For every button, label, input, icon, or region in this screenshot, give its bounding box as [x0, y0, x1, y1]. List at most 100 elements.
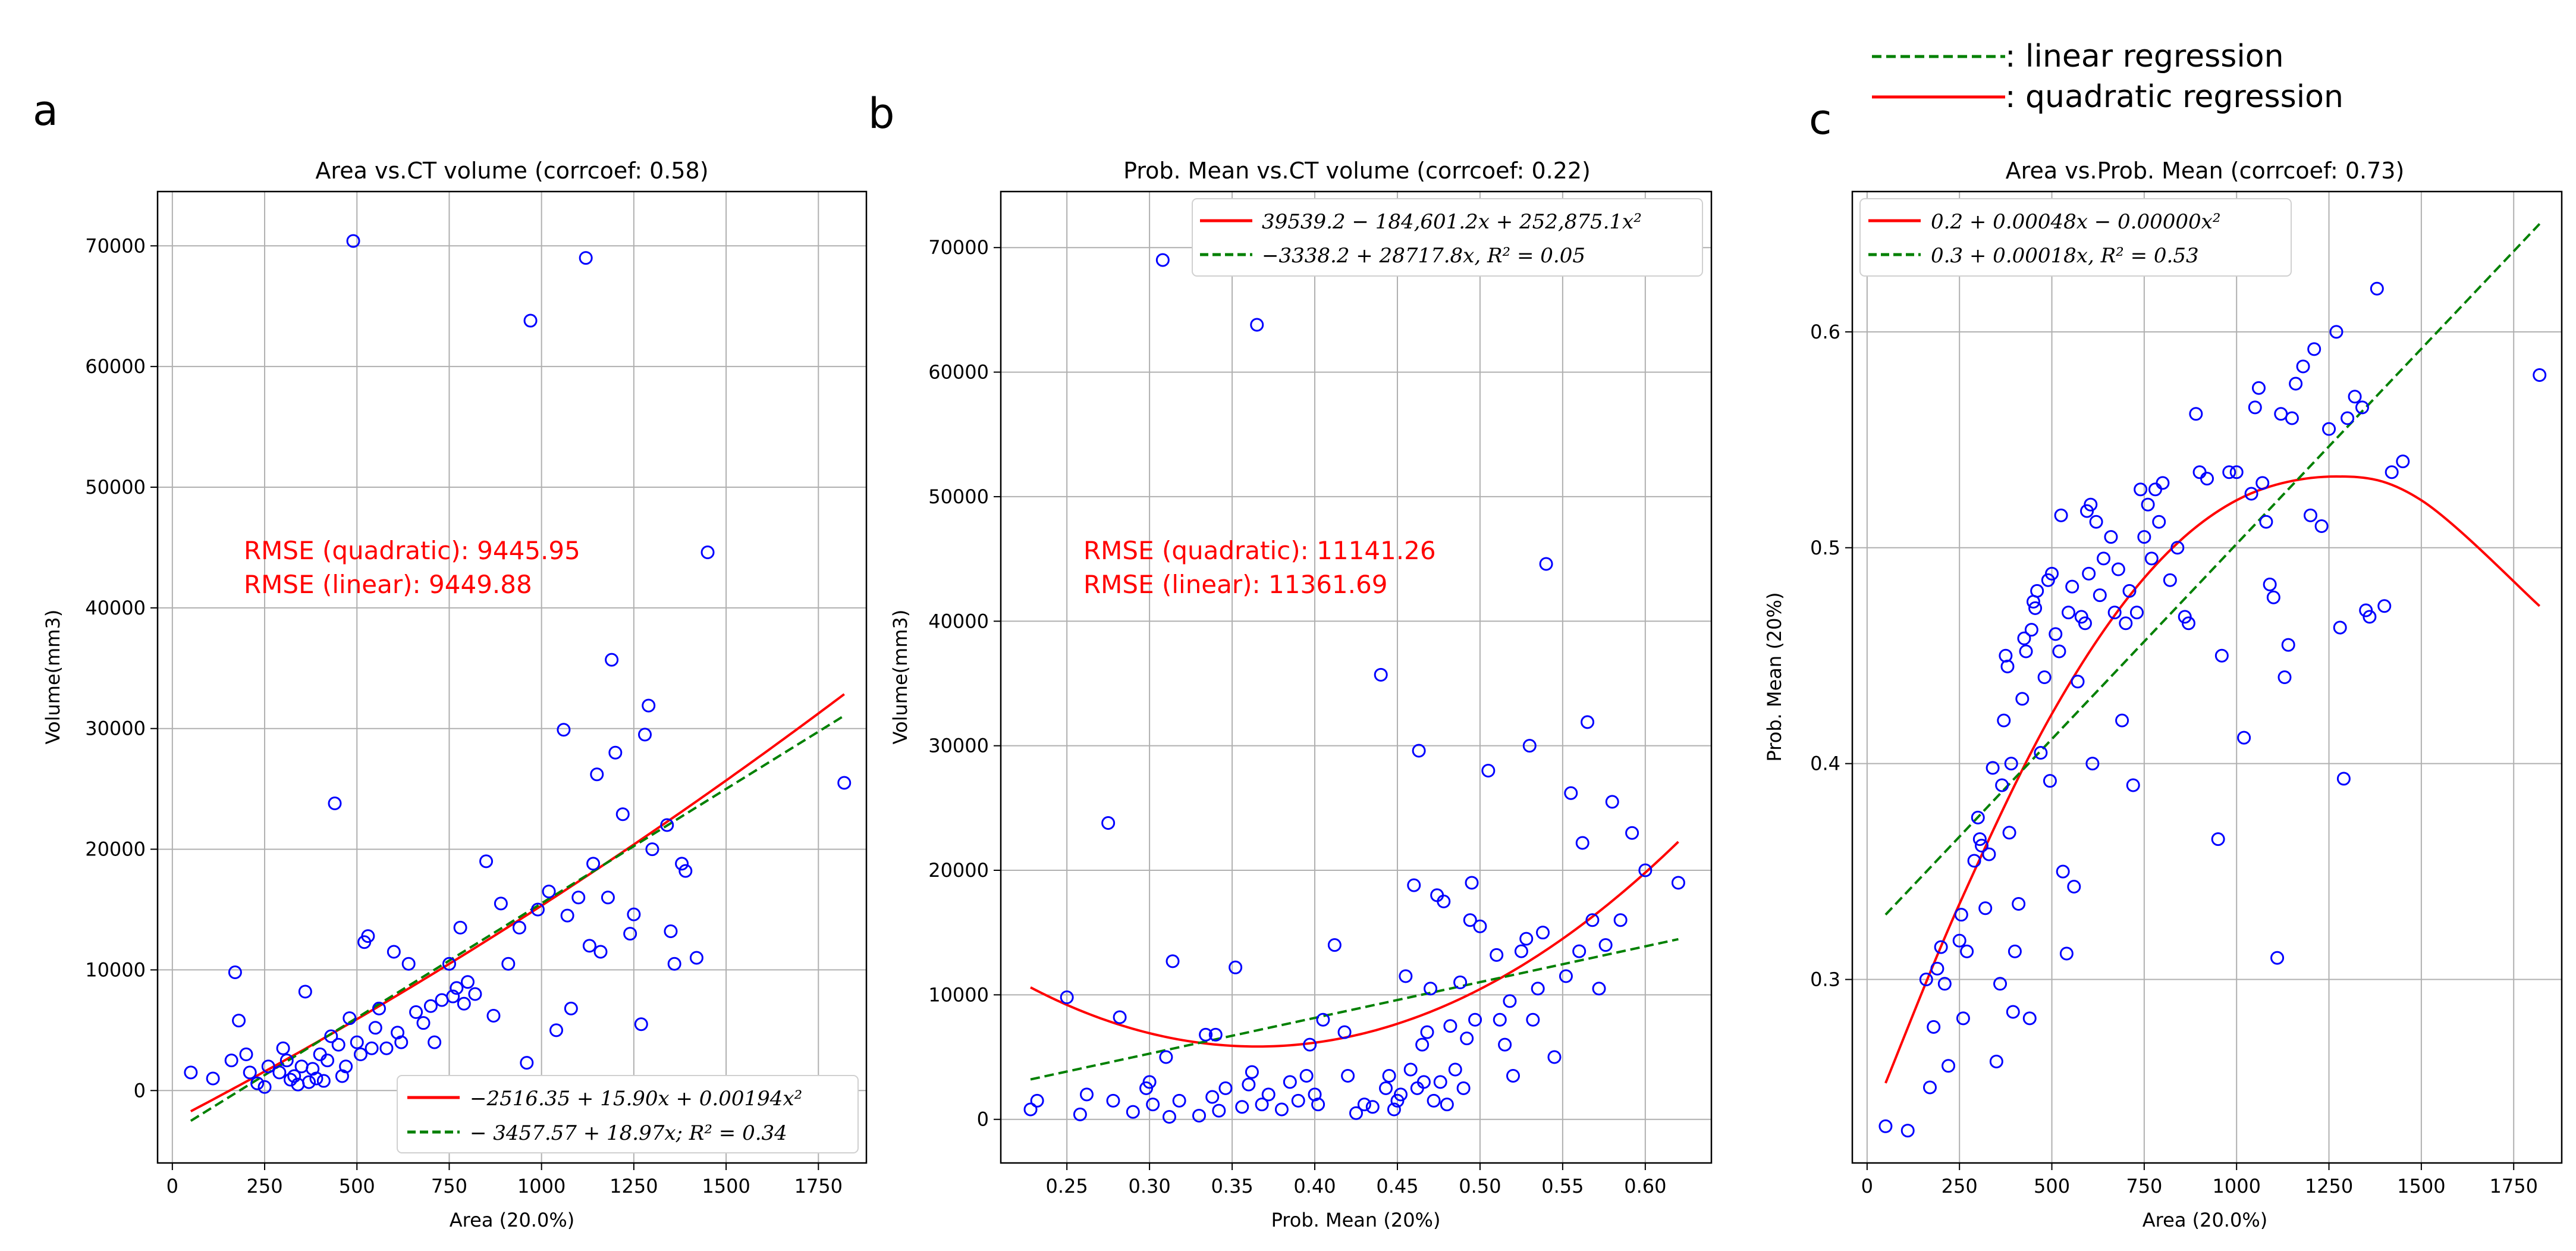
data-point: [1399, 969, 1413, 983]
data-point: [1374, 667, 1388, 682]
data-point: [2156, 476, 2170, 490]
data-point: [1159, 1050, 1173, 1064]
y-tick-label: 0.6: [1810, 321, 1840, 343]
data-point: [1995, 778, 2009, 792]
data-point: [2052, 644, 2066, 659]
data-point: [1514, 944, 1528, 958]
data-point: [700, 545, 715, 560]
data-point: [1605, 795, 1619, 809]
data-point: [689, 951, 703, 965]
y-tick-label: 40000: [85, 597, 146, 619]
data-point: [1453, 975, 1468, 989]
data-point: [1997, 713, 2011, 728]
y-tick-label: 70000: [928, 236, 989, 259]
data-point: [2049, 627, 2063, 641]
data-point: [2111, 562, 2125, 576]
panel-a-legend-linear-label: − 3457.57 + 18.97x; R² = 0.34: [470, 1121, 787, 1145]
data-point: [2104, 530, 2118, 544]
linear-fit-line: [1030, 938, 1679, 1081]
data-point: [2056, 864, 2070, 879]
data-point: [2022, 1011, 2037, 1026]
panel-c-yticks: 0.3 0.4 0.5 0.6: [1810, 321, 1852, 991]
panel-a-rmse-linear: RMSE (linear): 9449.88: [244, 570, 532, 599]
data-point: [2181, 616, 2195, 631]
data-point: [582, 939, 596, 953]
data-point: [2078, 616, 2092, 631]
panel-a-fits: [190, 693, 845, 1122]
data-point: [1106, 1093, 1120, 1108]
data-point: [494, 896, 508, 911]
data-point: [1415, 1037, 1430, 1052]
data-point: [1337, 1025, 1352, 1039]
data-point: [1261, 1087, 1276, 1102]
data-point: [343, 1011, 357, 1026]
x-tick-label: 0.30: [1128, 1175, 1170, 1197]
data-point: [2134, 482, 2148, 497]
data-point: [1291, 1093, 1305, 1108]
data-point: [409, 1005, 423, 1019]
data-point: [2071, 675, 2085, 689]
data-point: [206, 1071, 220, 1086]
data-point: [642, 698, 656, 713]
y-tick-label: 0.3: [1810, 968, 1840, 991]
panel-a-xticks: 0 250 500 750 1000 1250 1500 1750: [167, 1163, 843, 1197]
panel-a-legend: −2516.35 + 15.90x + 0.00194x² − 3457.57 …: [397, 1075, 859, 1153]
data-point: [453, 920, 467, 935]
data-point: [1172, 1093, 1186, 1108]
data-point: [2170, 541, 2185, 555]
data-point: [2006, 1005, 2020, 1019]
data-point: [1559, 969, 1573, 983]
panel-b-points: [1023, 253, 1685, 1124]
linear-fit-line: [190, 714, 845, 1122]
data-point: [1208, 1027, 1223, 1042]
data-point: [2281, 638, 2295, 652]
data-point: [1437, 894, 1451, 908]
linear-fit-line: [1884, 223, 2541, 916]
data-point: [328, 796, 342, 810]
data-point: [1162, 1110, 1176, 1124]
data-point: [1456, 1081, 1471, 1095]
data-point: [1937, 977, 1952, 991]
panel-b-frame: [1000, 190, 1713, 1164]
data-point: [1536, 926, 1550, 940]
panel-a-frame: [156, 190, 868, 1164]
y-tick-label: 50000: [85, 476, 146, 498]
data-point: [2270, 951, 2285, 965]
x-tick-label: 1500: [702, 1175, 750, 1197]
data-point: [331, 1037, 345, 1052]
data-point: [675, 857, 689, 871]
data-point: [2065, 579, 2079, 594]
panel-a: a Area vs.CT volume (corrcoef: 0.58) 0 25…: [33, 86, 868, 1231]
panel-b: b Prob. Mean vs.CT volume (corrcoef: 0.2…: [868, 89, 1713, 1231]
data-point: [457, 996, 471, 1011]
panel-c-legend-linear-label: 0.3 + 0.00018x, R² = 0.53: [1931, 244, 2199, 268]
x-tick-label: 500: [339, 1175, 375, 1197]
data-point: [1575, 836, 1589, 850]
data-point: [423, 999, 438, 1013]
data-point: [2214, 648, 2229, 663]
data-point: [1519, 932, 1534, 946]
data-point: [2067, 880, 2081, 894]
data-point: [184, 1065, 198, 1080]
data-point: [2082, 566, 2096, 581]
data-point: [1954, 908, 1968, 922]
data-point: [634, 1017, 648, 1031]
data-point: [667, 957, 681, 971]
data-point: [1443, 1019, 1457, 1033]
data-point: [523, 313, 538, 328]
x-tick-label: 0.55: [1541, 1175, 1584, 1197]
data-point: [2200, 472, 2214, 486]
data-point: [1522, 739, 1537, 753]
data-point: [2012, 897, 2026, 911]
panel-c-grid: [1852, 192, 2562, 1163]
x-tick-label: 750: [2126, 1175, 2162, 1197]
data-point: [1245, 1065, 1259, 1079]
data-point: [2000, 659, 2015, 673]
data-point: [2093, 588, 2107, 603]
data-point: [2126, 778, 2140, 792]
x-tick-label: 0.60: [1624, 1175, 1666, 1197]
data-point: [1974, 839, 1988, 853]
data-point: [678, 864, 693, 878]
data-point: [2285, 411, 2299, 425]
x-tick-label: 0.35: [1211, 1175, 1253, 1197]
